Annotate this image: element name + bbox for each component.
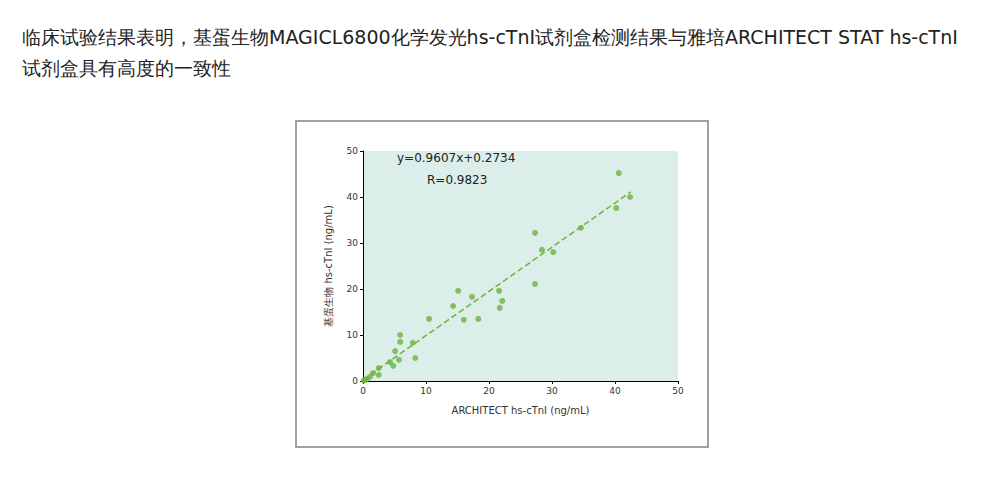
html-text:临床试验结果表明，基蛋生物MAGICL6800化学发光hs-: 临床试验结果表明，基蛋生物MAGICL6800化学发光hs-cTnI试剂盒检测结… <box>22 26 958 79</box>
svg-text:10: 10 <box>420 386 432 396</box>
svg-text:40: 40 <box>347 192 359 202</box>
svg-text:20: 20 <box>347 284 359 294</box>
svg-text:0: 0 <box>352 376 358 386</box>
svg-text:50: 50 <box>672 386 684 396</box>
svg-text:40: 40 <box>609 386 621 396</box>
svg-text:R=0.9823: R=0.9823 <box>427 173 487 187</box>
svg-text:y=0.9607x+0.2734: y=0.9607x+0.2734 <box>397 151 515 165</box>
svg-text:10: 10 <box>347 330 359 340</box>
svg-text:0: 0 <box>360 386 366 396</box>
svg-text:20: 20 <box>483 386 495 396</box>
svg-text:50: 50 <box>347 146 359 156</box>
svg-text:基蛋生物 hs-cTnI (ng/mL): 基蛋生物 hs-cTnI (ng/mL) <box>323 205 334 327</box>
svg-text:30: 30 <box>347 238 359 248</box>
svg-text:ARCHITECT hs-cTnI (ng/mL): ARCHITECT hs-cTnI (ng/mL) <box>452 405 590 416</box>
svg-text:30: 30 <box>546 386 558 396</box>
